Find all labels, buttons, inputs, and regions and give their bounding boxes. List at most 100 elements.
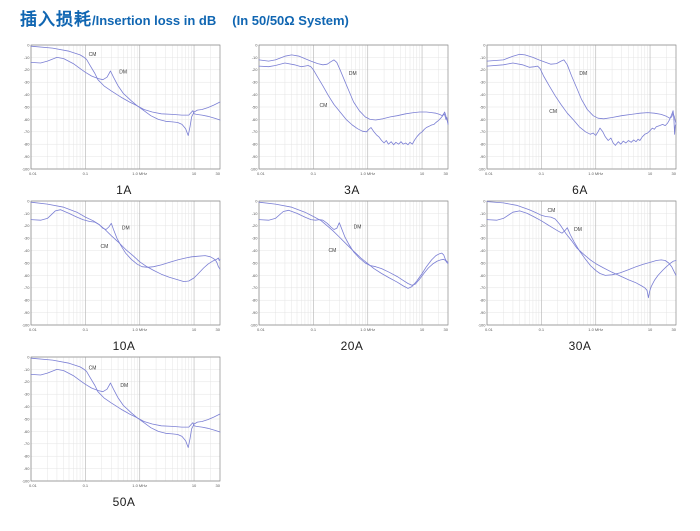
x-tick-label: 1.0 MHz — [588, 327, 603, 332]
chart-10a: 0 -10 -20 -30 -40 -50 -60 -70 -80 -90 -100 0.01 0.1 1… — [22, 198, 226, 353]
y-tick-label: -70 — [252, 129, 259, 134]
x-tick-label: 1.0 MHz — [588, 171, 603, 176]
y-tick-label: -10 — [24, 55, 31, 60]
y-tick-label: -100 — [22, 322, 30, 327]
y-tick-label: 0 — [483, 198, 486, 203]
y-tick-label: -90 — [480, 154, 487, 159]
y-tick-label: -60 — [24, 429, 31, 434]
chart-title-50a: 50A — [112, 495, 136, 509]
series-label-cm: CM — [548, 208, 556, 214]
y-tick-label: -30 — [24, 80, 31, 85]
y-tick-label: -90 — [252, 154, 259, 159]
x-tick-label: 0.01 — [29, 171, 38, 176]
x-tick-label: 0.1 — [539, 171, 545, 176]
y-tick-label: 0 — [483, 42, 486, 47]
y-tick-label: -20 — [480, 67, 487, 72]
series-dm-curve — [486, 53, 677, 124]
y-tick-label: -100 — [250, 322, 258, 327]
x-tick-label: 0.01 — [257, 171, 266, 176]
y-tick-label: -40 — [252, 92, 259, 97]
x-tick-label: 10 — [648, 171, 653, 176]
title-divider: / — [92, 13, 96, 28]
title-english: Insertion loss in dB — [95, 13, 217, 28]
chart-6a: 0 -10 -20 -30 -40 -50 -60 -70 -80 -90 -100 0.01 0.1 1… — [478, 42, 682, 197]
x-tick-label: 1.0 MHz — [132, 483, 147, 488]
y-tick-label: -40 — [252, 248, 259, 253]
x-tick-label: 0.1 — [83, 327, 89, 332]
y-tick-label: -50 — [252, 104, 259, 109]
y-tick-label: -70 — [480, 129, 487, 134]
series-label-dm: DM — [119, 70, 127, 76]
x-tick-label: 0.01 — [485, 171, 494, 176]
series-label-dm: DM — [122, 226, 130, 232]
y-tick-label: -40 — [24, 248, 31, 253]
x-tick-label: 0.01 — [29, 483, 38, 488]
series-dm-curve — [258, 54, 449, 124]
y-tick-label: -90 — [24, 310, 31, 315]
chart-title-1a: 1A — [116, 183, 132, 197]
x-tick-label: 1.0 MHz — [132, 327, 147, 332]
x-tick-label: 0.1 — [311, 327, 317, 332]
y-tick-label: -70 — [24, 441, 31, 446]
y-tick-label: -100 — [22, 478, 30, 483]
y-tick-label: -70 — [24, 129, 31, 134]
series-cm-curve — [30, 45, 221, 121]
x-tick-label: 0.1 — [83, 171, 89, 176]
x-tick-label: 30 — [216, 327, 221, 332]
y-tick-label: -40 — [24, 92, 31, 97]
series-label-dm: DM — [579, 71, 587, 77]
y-tick-label: -30 — [480, 236, 487, 241]
series-dm-curve — [30, 209, 221, 270]
chart-30a: 0 -10 -20 -30 -40 -50 -60 -70 -80 -90 -100 0.01 0.1 1… — [478, 198, 682, 353]
chart-title-10a: 10A — [112, 339, 136, 353]
series-label-cm: CM — [89, 365, 97, 371]
series-label-dm: DM — [349, 71, 357, 77]
y-tick-label: 0 — [27, 198, 30, 203]
x-tick-label: 10 — [192, 483, 197, 488]
y-tick-label: -90 — [24, 154, 31, 159]
y-tick-label: -40 — [480, 92, 487, 97]
y-tick-label: -50 — [24, 416, 31, 421]
series-label-cm: CM — [329, 248, 337, 254]
y-tick-label: -30 — [24, 236, 31, 241]
x-tick-label: 10 — [648, 327, 653, 332]
y-tick-label: -60 — [24, 117, 31, 122]
series-label-dm: DM — [120, 383, 128, 389]
y-tick-label: 0 — [255, 42, 258, 47]
y-tick-label: -80 — [24, 298, 31, 303]
series-label-dm: DM — [574, 227, 582, 233]
y-tick-label: -10 — [24, 211, 31, 216]
x-tick-label: 1.0 MHz — [360, 171, 375, 176]
x-tick-label: 30 — [672, 327, 677, 332]
y-tick-label: -80 — [24, 454, 31, 459]
y-tick-label: 0 — [27, 354, 30, 359]
x-tick-label: 0.01 — [485, 327, 494, 332]
y-tick-label: -70 — [252, 285, 259, 290]
x-tick-label: 1.0 MHz — [132, 171, 147, 176]
chart-20a: 0 -10 -20 -30 -40 -50 -60 -70 -80 -90 -100 0.01 0.1 1… — [250, 198, 454, 353]
series-label-cm: CM — [89, 52, 97, 58]
y-tick-label: -10 — [480, 55, 487, 60]
y-tick-label: -60 — [480, 117, 487, 122]
series-cm-curve — [30, 357, 221, 433]
y-tick-label: -30 — [252, 236, 259, 241]
x-tick-label: 10 — [420, 327, 425, 332]
y-tick-label: -50 — [252, 260, 259, 265]
y-tick-label: -30 — [24, 392, 31, 397]
y-tick-label: -80 — [252, 298, 259, 303]
y-tick-label: -20 — [480, 223, 487, 228]
y-tick-label: -100 — [478, 166, 486, 171]
x-tick-label: 30 — [216, 483, 221, 488]
chart-title-20a: 20A — [340, 339, 364, 353]
y-tick-label: -50 — [24, 260, 31, 265]
y-tick-label: -20 — [24, 67, 31, 72]
x-tick-label: 30 — [672, 171, 677, 176]
x-tick-label: 0.01 — [29, 327, 38, 332]
